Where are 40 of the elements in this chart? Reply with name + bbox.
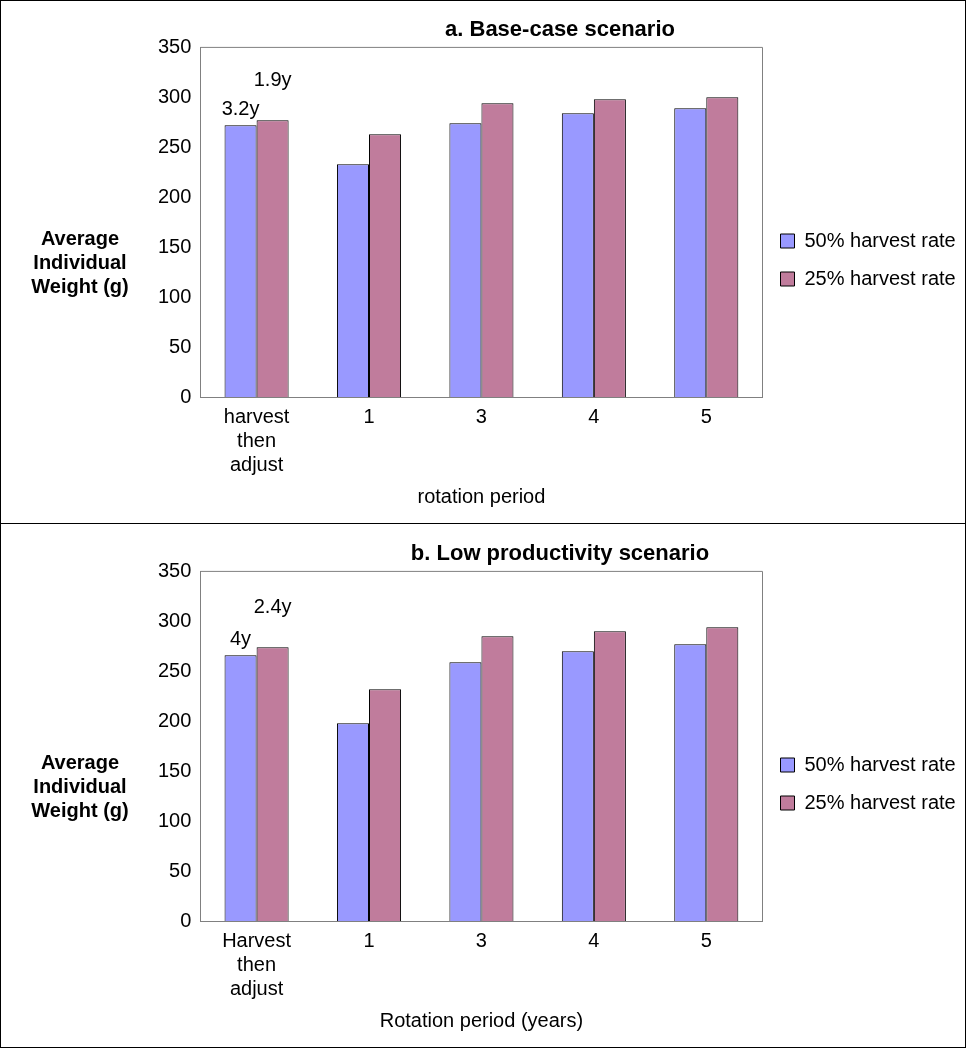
y-tick-label: 50 bbox=[169, 334, 192, 357]
x-tick-label: 5 bbox=[700, 404, 712, 427]
y-axis-title: Average Individual Weight (g) bbox=[30, 226, 130, 298]
legend-label: 50% harvest rate bbox=[804, 228, 956, 251]
y-tick-label: 350 bbox=[157, 558, 192, 581]
legend-label: 50% harvest rate bbox=[804, 752, 956, 775]
chart-title: b. Low productivity scenario bbox=[410, 539, 710, 565]
y-tick-label: 50 bbox=[169, 858, 192, 881]
x-tick-label: 1 bbox=[363, 928, 375, 951]
x-tick-label: 3 bbox=[475, 928, 487, 951]
annotation: 2.4y bbox=[253, 594, 292, 617]
y-tick-label: 300 bbox=[157, 84, 192, 107]
annotation: 4y bbox=[230, 626, 252, 649]
y-tick-label: 250 bbox=[157, 658, 192, 681]
y-tick-label: 0 bbox=[180, 384, 192, 407]
y-tick-label: 200 bbox=[157, 184, 192, 207]
y-axis-title: Average Individual Weight (g) bbox=[30, 749, 130, 822]
x-axis-title: Rotation period (years) bbox=[379, 1008, 584, 1031]
y-tick-label: 350 bbox=[157, 34, 192, 57]
y-tick-label: 300 bbox=[157, 608, 192, 631]
legend-label: 25% harvest rate bbox=[804, 790, 956, 813]
legend-label: 25% harvest rate bbox=[804, 266, 956, 289]
y-tick-label: 150 bbox=[157, 758, 192, 781]
y-tick-label: 100 bbox=[157, 808, 192, 831]
y-tick-label: 250 bbox=[157, 134, 192, 157]
annotation: 1.9y bbox=[253, 67, 292, 90]
x-tick-label: 4 bbox=[588, 404, 600, 427]
x-tick-label: 4 bbox=[588, 928, 600, 951]
y-tick-label: 200 bbox=[157, 708, 192, 731]
annotation: 3.2y bbox=[221, 96, 260, 119]
x-tick-label: 5 bbox=[700, 928, 712, 951]
y-tick-label: 150 bbox=[157, 234, 192, 257]
x-tick-label: 1 bbox=[363, 404, 375, 427]
x-tick-label: 3 bbox=[475, 404, 487, 427]
x-axis-title: rotation period bbox=[417, 484, 546, 507]
chart-title: a. Base-case scenario bbox=[445, 16, 675, 42]
x-tick-label: Harvest then adjust bbox=[222, 928, 292, 999]
x-tick-label: harvest then adjust bbox=[223, 404, 290, 475]
y-tick-label: 0 bbox=[180, 908, 192, 931]
y-tick-label: 100 bbox=[157, 284, 192, 307]
